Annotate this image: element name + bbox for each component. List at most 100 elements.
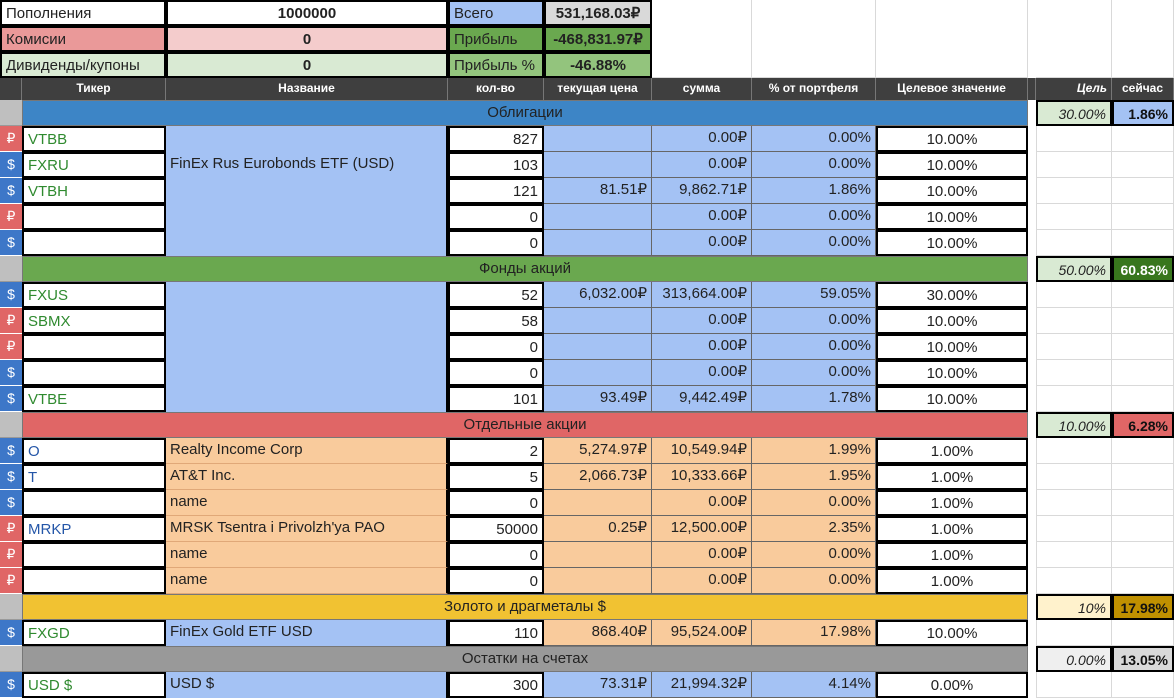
- section-title-bonds[interactable]: Облигации: [22, 100, 1028, 126]
- section-title-stocks[interactable]: Отдельные акции: [22, 412, 1028, 438]
- empty-cell[interactable]: [1036, 438, 1112, 464]
- sum-cell[interactable]: 10,549.94₽: [652, 438, 752, 464]
- target-cell[interactable]: 10.00%: [876, 178, 1028, 204]
- target-cell[interactable]: 1.00%: [876, 438, 1028, 464]
- empty-cell[interactable]: [1036, 204, 1112, 230]
- empty-cell[interactable]: [1112, 620, 1174, 646]
- sum-cell[interactable]: 95,524.00₽: [652, 620, 752, 646]
- qty-cell[interactable]: 52: [448, 282, 544, 308]
- ticker-cell[interactable]: VTBE: [22, 386, 166, 412]
- empty-cell[interactable]: [1112, 360, 1174, 386]
- empty-cell[interactable]: [1036, 672, 1112, 698]
- header-pct[interactable]: % от портфеля: [752, 78, 876, 100]
- pct-cell[interactable]: 0.00%: [752, 230, 876, 256]
- name-cell[interactable]: FinEx Gold ETF USD: [166, 620, 448, 646]
- pct-cell[interactable]: 0.00%: [752, 360, 876, 386]
- name-cell[interactable]: name: [166, 490, 448, 516]
- empty-cell[interactable]: [1036, 334, 1112, 360]
- ticker-cell[interactable]: T: [22, 464, 166, 490]
- empty-cell[interactable]: [752, 0, 876, 78]
- target-cell[interactable]: 1.00%: [876, 516, 1028, 542]
- sum-cell[interactable]: 21,994.32₽: [652, 672, 752, 698]
- fees-value[interactable]: 0: [166, 26, 448, 52]
- sum-cell[interactable]: 0.00₽: [652, 568, 752, 594]
- pct-cell[interactable]: 1.86%: [752, 178, 876, 204]
- price-cell[interactable]: 6,032.00₽: [544, 282, 652, 308]
- section-title-cash[interactable]: Остатки на счетах: [22, 646, 1028, 672]
- pct-cell[interactable]: 0.00%: [752, 490, 876, 516]
- name-cell[interactable]: name: [166, 542, 448, 568]
- empty-cell[interactable]: [1036, 282, 1112, 308]
- ticker-cell[interactable]: [22, 568, 166, 594]
- name-cell[interactable]: [166, 178, 448, 204]
- ticker-cell[interactable]: FXUS: [22, 282, 166, 308]
- pct-cell[interactable]: 0.00%: [752, 308, 876, 334]
- target-cell[interactable]: 30.00%: [876, 282, 1028, 308]
- target-cell[interactable]: 10.00%: [876, 386, 1028, 412]
- name-cell[interactable]: AT&T Inc.: [166, 464, 448, 490]
- qty-cell[interactable]: 50000: [448, 516, 544, 542]
- target-cell[interactable]: 10.00%: [876, 152, 1028, 178]
- sum-cell[interactable]: 10,333.66₽: [652, 464, 752, 490]
- section-now-funds[interactable]: 60.83%: [1112, 256, 1174, 282]
- sum-cell[interactable]: 0.00₽: [652, 360, 752, 386]
- ticker-cell[interactable]: USD $: [22, 672, 166, 698]
- target-cell[interactable]: 10.00%: [876, 126, 1028, 152]
- ticker-cell[interactable]: [22, 360, 166, 386]
- price-cell[interactable]: 73.31₽: [544, 672, 652, 698]
- qty-cell[interactable]: 0: [448, 360, 544, 386]
- empty-cell[interactable]: [1112, 542, 1174, 568]
- empty-cell[interactable]: [876, 0, 1028, 78]
- ticker-cell[interactable]: VTBB: [22, 126, 166, 152]
- target-cell[interactable]: 10.00%: [876, 334, 1028, 360]
- qty-cell[interactable]: 103: [448, 152, 544, 178]
- qty-cell[interactable]: 5: [448, 464, 544, 490]
- empty-cell[interactable]: [1112, 516, 1174, 542]
- empty-cell[interactable]: [1036, 308, 1112, 334]
- pct-cell[interactable]: 0.00%: [752, 334, 876, 360]
- empty-cell[interactable]: [652, 0, 752, 78]
- qty-cell[interactable]: 58: [448, 308, 544, 334]
- target-cell[interactable]: 1.00%: [876, 568, 1028, 594]
- pct-cell[interactable]: 0.00%: [752, 542, 876, 568]
- empty-cell[interactable]: [1112, 282, 1174, 308]
- ticker-cell[interactable]: O: [22, 438, 166, 464]
- target-cell[interactable]: 10.00%: [876, 308, 1028, 334]
- empty-cell[interactable]: [1036, 126, 1112, 152]
- empty-cell[interactable]: [1112, 464, 1174, 490]
- section-goal-stocks[interactable]: 10.00%: [1036, 412, 1112, 438]
- pct-cell[interactable]: 1.78%: [752, 386, 876, 412]
- price-cell[interactable]: [544, 230, 652, 256]
- sum-cell[interactable]: 0.00₽: [652, 308, 752, 334]
- empty-cell[interactable]: [1112, 152, 1174, 178]
- qty-cell[interactable]: 827: [448, 126, 544, 152]
- name-cell[interactable]: FinEx Rus Eurobonds ETF (USD): [166, 152, 448, 178]
- qty-cell[interactable]: 0: [448, 490, 544, 516]
- target-cell[interactable]: 1.00%: [876, 464, 1028, 490]
- price-cell[interactable]: [544, 542, 652, 568]
- empty-cell[interactable]: [1036, 360, 1112, 386]
- ticker-cell[interactable]: [22, 490, 166, 516]
- qty-cell[interactable]: 0: [448, 568, 544, 594]
- price-cell[interactable]: 93.49₽: [544, 386, 652, 412]
- price-cell[interactable]: [544, 308, 652, 334]
- ticker-cell[interactable]: [22, 542, 166, 568]
- section-now-bonds[interactable]: 1.86%: [1112, 100, 1174, 126]
- qty-cell[interactable]: 0: [448, 542, 544, 568]
- target-cell[interactable]: 1.00%: [876, 542, 1028, 568]
- name-cell[interactable]: MRSK Tsentra i Privolzh'ya PAO: [166, 516, 448, 542]
- price-cell[interactable]: 0.25₽: [544, 516, 652, 542]
- sum-cell[interactable]: 0.00₽: [652, 152, 752, 178]
- qty-cell[interactable]: 101: [448, 386, 544, 412]
- price-cell[interactable]: 81.51₽: [544, 178, 652, 204]
- pct-cell[interactable]: 0.00%: [752, 126, 876, 152]
- sum-cell[interactable]: 12,500.00₽: [652, 516, 752, 542]
- empty-cell[interactable]: [1112, 126, 1174, 152]
- section-now-cash[interactable]: 13.05%: [1112, 646, 1174, 672]
- sum-cell[interactable]: 0.00₽: [652, 230, 752, 256]
- empty-cell[interactable]: [1112, 438, 1174, 464]
- target-cell[interactable]: 0.00%: [876, 672, 1028, 698]
- pct-cell[interactable]: 0.00%: [752, 568, 876, 594]
- section-now-gold[interactable]: 17.98%: [1112, 594, 1174, 620]
- pct-cell[interactable]: 2.35%: [752, 516, 876, 542]
